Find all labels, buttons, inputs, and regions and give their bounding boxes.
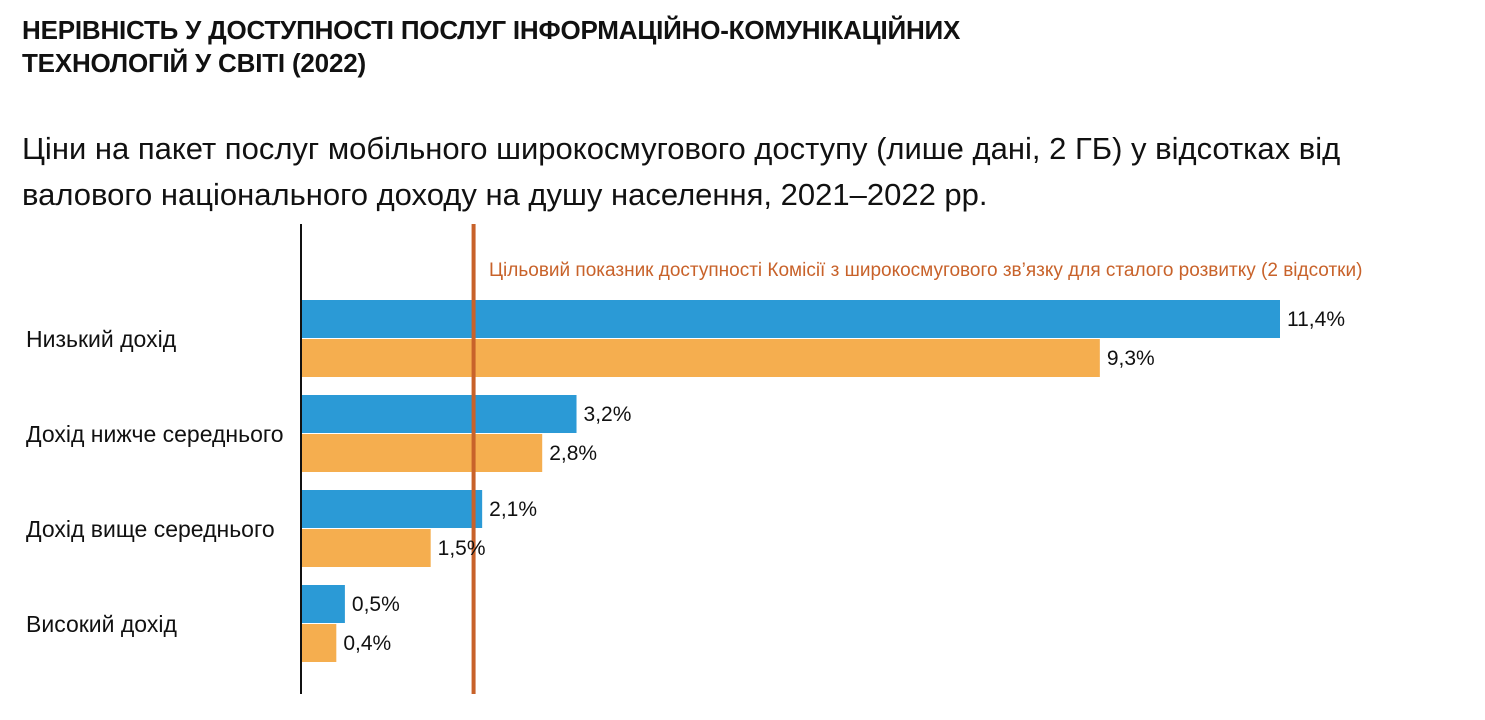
value-label: 0,5% (352, 593, 400, 616)
chart-subtitle-line-1: Ціни на пакет послуг мобільного широкосм… (22, 131, 1341, 166)
bar-series-1 (302, 490, 483, 528)
chart-title-line-1: НЕРІВНІСТЬ У ДОСТУПНОСТІ ПОСЛУГ ІНФОРМАЦ… (22, 15, 961, 45)
bar-series-1 (302, 585, 345, 623)
value-label: 3,2% (584, 403, 632, 426)
category-label: Дохід нижче середнього (26, 421, 284, 447)
value-label: 2,8% (549, 442, 597, 465)
chart-title-line-2: ТЕХНОЛОГІЙ У СВІТІ (2022) (22, 48, 366, 78)
bar-series-1 (302, 395, 577, 433)
bar-series-2 (302, 339, 1100, 377)
labels-layer: Низький дохід 11,4% 9,3% Дохід нижче середн… (26, 308, 1345, 655)
bar-series-2 (302, 529, 431, 567)
chart-subtitle-line-2: валового національного доходу на душу на… (22, 177, 988, 212)
value-label: 9,3% (1107, 347, 1155, 370)
chart-subtitle: Ціни на пакет послуг мобільного широкосм… (22, 126, 1442, 218)
target-line-label: Цільовий показник доступності Комісії з … (489, 260, 1362, 281)
category-label: Низький дохід (26, 326, 177, 352)
bar-series-2 (302, 434, 543, 472)
value-label: 2,1% (489, 498, 537, 521)
category-label: Високий дохід (26, 611, 177, 637)
value-label: 1,5% (438, 537, 486, 560)
chart-title: НЕРІВНІСТЬ У ДОСТУПНОСТІ ПОСЛУГ ІНФОРМАЦ… (22, 14, 1122, 80)
bar-series-2 (302, 624, 337, 662)
category-label: Дохід вище середнього (26, 516, 275, 542)
value-label: 0,4% (343, 632, 391, 655)
value-label: 11,4% (1287, 308, 1345, 331)
bar-series-1 (302, 300, 1280, 338)
bars-layer (302, 300, 1280, 662)
